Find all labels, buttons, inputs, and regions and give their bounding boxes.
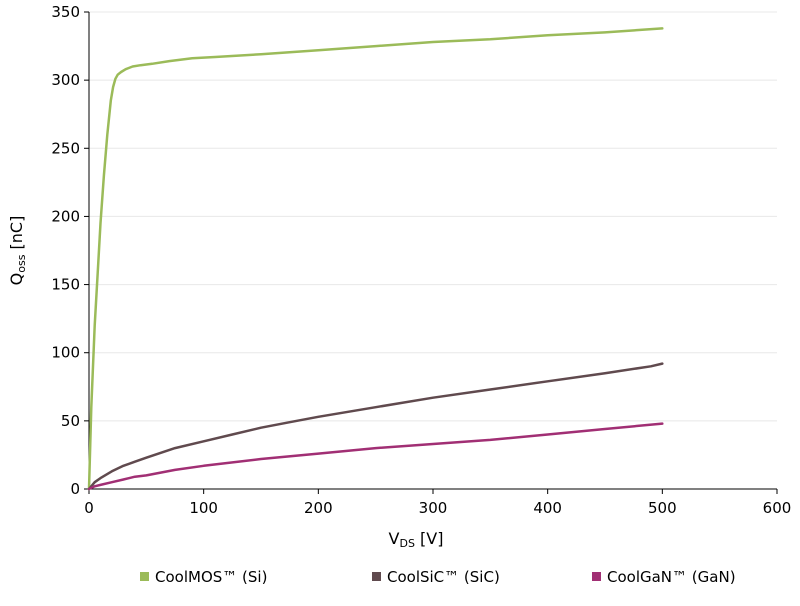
y-axis-title: Qoss [nC] bbox=[7, 216, 28, 286]
series-line-2 bbox=[87, 422, 664, 491]
x-tick-label-4: 400 bbox=[533, 499, 562, 517]
y-tick-label-2: 100 bbox=[51, 344, 80, 362]
x-tick-label-1: 100 bbox=[189, 499, 218, 517]
series-line-1 bbox=[87, 362, 664, 491]
legend-item-1: CoolSiC™ (SiC) bbox=[372, 568, 500, 586]
legend-label-2: CoolGaN™ (GaN) bbox=[607, 568, 736, 586]
legend-label-1: CoolSiC™ (SiC) bbox=[387, 568, 500, 586]
x-tick-label-0: 0 bbox=[84, 499, 94, 517]
y-tick-label-7: 350 bbox=[51, 3, 80, 21]
y-tick-label-0: 0 bbox=[70, 480, 80, 498]
legend-item-0: CoolMOS™ (Si) bbox=[140, 568, 267, 586]
x-tick-label-6: 600 bbox=[763, 499, 792, 517]
y-tick-label-4: 200 bbox=[51, 207, 80, 225]
y-tick-label-1: 50 bbox=[61, 412, 80, 430]
legend-item-2: CoolGaN™ (GaN) bbox=[592, 568, 736, 586]
y-tick-label-3: 150 bbox=[51, 276, 80, 294]
x-tick-label-2: 200 bbox=[304, 499, 333, 517]
legend-swatch-2 bbox=[592, 572, 601, 581]
x-tick-label-5: 500 bbox=[648, 499, 677, 517]
y-tick-label-6: 300 bbox=[51, 71, 80, 89]
y-tick-label-5: 250 bbox=[51, 139, 80, 157]
series-line-0 bbox=[87, 27, 664, 491]
legend-label-0: CoolMOS™ (Si) bbox=[155, 568, 267, 586]
legend-swatch-0 bbox=[140, 572, 149, 581]
legend-swatch-1 bbox=[372, 572, 381, 581]
x-tick-label-3: 300 bbox=[419, 499, 448, 517]
x-axis-title: VDS [V] bbox=[389, 529, 444, 550]
